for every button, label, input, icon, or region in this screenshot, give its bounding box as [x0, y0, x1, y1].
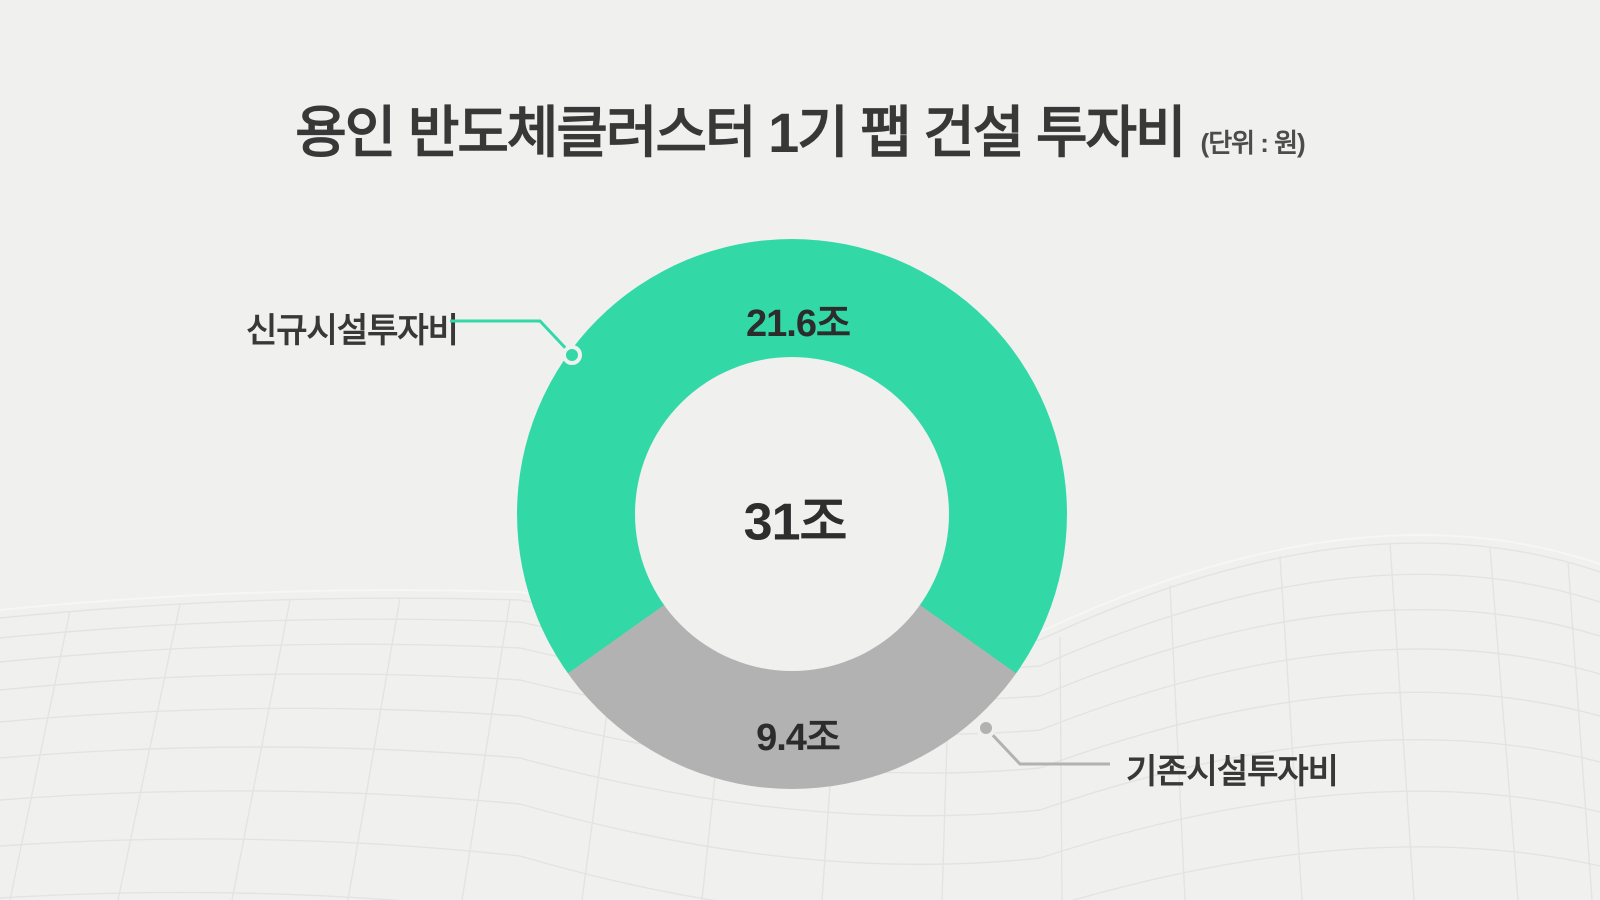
callout-dot-existing-facility: [976, 718, 996, 738]
callout-label-new-facility: 신규시설투자비: [246, 312, 459, 350]
page-title: 용인 반도체클러스터 1기 팹 건설 투자비: [295, 101, 1186, 164]
segment-value-new-facility: 21.6조: [746, 303, 851, 345]
center-total-label: 31조: [743, 493, 848, 552]
chart-header: 용인 반도체클러스터 1기 팹 건설 투자비 (단위 : 원): [0, 88, 1600, 169]
unit-note: (단위 : 원): [1200, 128, 1306, 158]
segment-value-existing-facility: 9.4조: [756, 717, 841, 759]
callout-label-existing-facility: 기존시설투자비: [1126, 753, 1339, 791]
leader-line-existing-facility: [984, 726, 1110, 766]
leader-line-new-facility: [450, 319, 574, 357]
